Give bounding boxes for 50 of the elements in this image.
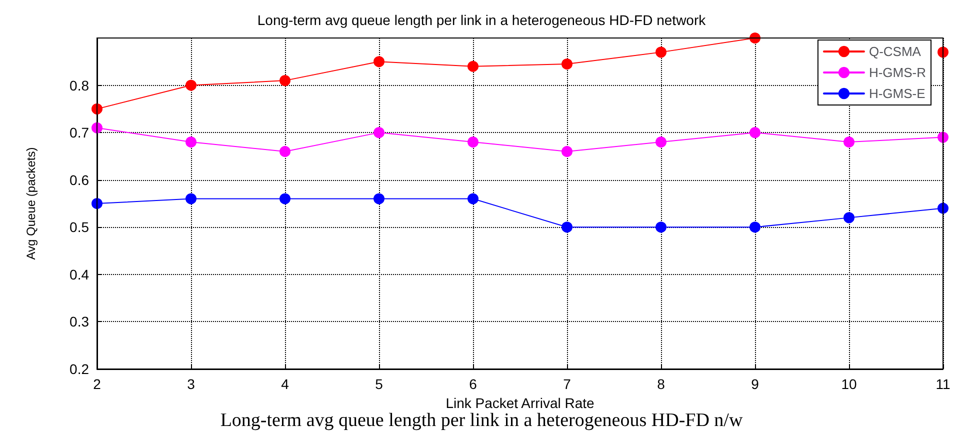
point (280, 193, 290, 204)
point (374, 56, 384, 68)
legend-label: H-GMS-E (868, 86, 926, 101)
x-tick-label: 2 (93, 376, 102, 392)
point (468, 136, 478, 148)
point (280, 75, 290, 86)
y-tick-label: 0.5 (70, 219, 90, 236)
x-tick-label: 9 (751, 376, 760, 392)
legend-label: H-GMS-R (868, 65, 926, 80)
y-tick-label: 0.4 (70, 266, 90, 282)
y-tick-label: 0.3 (70, 314, 90, 330)
point (280, 146, 290, 157)
point (656, 222, 666, 233)
text: Long-term avg queue length per link in a heterogeneous HD-FD n/w (220, 410, 743, 431)
point (92, 103, 102, 114)
point (750, 127, 760, 138)
point (750, 222, 760, 233)
chart-title: Long-term avg queue length per link in a heterogeneous HD-FD network (257, 12, 707, 28)
x-tick-label: 4 (281, 376, 290, 392)
y-tick-label: 0.8 (70, 77, 90, 94)
point (186, 80, 196, 91)
point (844, 136, 854, 148)
y-axis-title: Avg Queue (packets) (24, 147, 38, 260)
x-tick-label: 3 (187, 376, 196, 392)
point (468, 60, 478, 72)
y-tick-label: 0.7 (70, 124, 90, 141)
point (374, 127, 384, 138)
x-tick-label: 10 (841, 376, 857, 392)
y-tick-label: 0.6 (70, 172, 90, 188)
x-tick-label: 8 (657, 376, 666, 392)
point (562, 222, 572, 233)
point (92, 198, 102, 209)
point (468, 193, 478, 204)
point (656, 136, 666, 148)
legend-label: Q-CSMA (868, 44, 922, 59)
x-tick-label: 5 (375, 376, 384, 392)
x-tick-label: 11 (936, 376, 950, 392)
x-tick-label: 6 (469, 376, 478, 392)
point (750, 32, 760, 44)
point (656, 46, 666, 58)
point (844, 212, 854, 224)
point (186, 193, 196, 204)
x-tick-label: 7 (563, 376, 572, 392)
point (562, 58, 572, 70)
point (374, 193, 384, 204)
point (186, 136, 196, 148)
point (562, 146, 572, 157)
y-tick-label: 0.2 (70, 361, 90, 377)
x-axis-title: Link Packet Arrival Rate (446, 394, 595, 411)
point (92, 122, 102, 134)
